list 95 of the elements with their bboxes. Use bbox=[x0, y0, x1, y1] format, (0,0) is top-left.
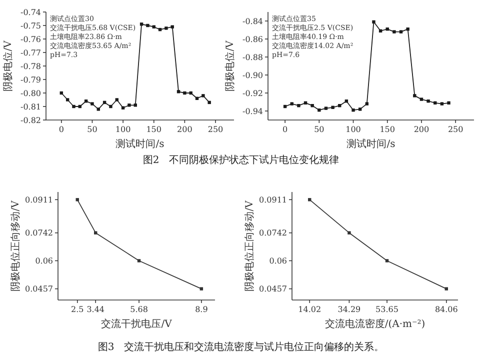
point bbox=[308, 198, 312, 202]
x-tick-label: 84.06 bbox=[434, 305, 458, 314]
point bbox=[324, 106, 328, 110]
y-tick-label: -0.88 bbox=[242, 52, 263, 62]
y-tick-label: -0.82 bbox=[20, 116, 41, 125]
y-tick-label: 0.0742 bbox=[259, 228, 287, 238]
x-axis-title: 交流干扰电压/V bbox=[101, 318, 173, 330]
y-tick-label: -0.90 bbox=[242, 70, 263, 80]
text: 图2 不同阴极保护状态下试片电位变化规律 bbox=[142, 154, 340, 166]
point bbox=[440, 102, 444, 106]
x-tick-label: 250 bbox=[208, 125, 224, 134]
x-tick-label: 8.9 bbox=[195, 305, 208, 314]
x-tick-label: 0 bbox=[58, 125, 64, 134]
point bbox=[176, 90, 180, 94]
point bbox=[358, 108, 362, 111]
y-axis-title: 阴极电位正向移动/V bbox=[9, 200, 22, 292]
y-axis-title: 阴极电位正向移动/V bbox=[243, 200, 256, 292]
text: 图3 交流干扰电压和交流电流密度与试片电位正向偏移的关系。 bbox=[98, 341, 384, 353]
y-tick-label: 0.0911 bbox=[25, 195, 53, 204]
y-axis-title: 阴极电位/V bbox=[224, 40, 236, 92]
x-axis-title: 交流电流密度/(A·m⁻²) bbox=[324, 318, 426, 330]
y-tick-label: 0.0742 bbox=[25, 228, 53, 238]
y-tick-label: -0.75 bbox=[20, 21, 41, 30]
x-tick-label: 34.29 bbox=[338, 305, 361, 314]
point bbox=[164, 26, 168, 30]
point bbox=[290, 102, 294, 106]
x-tick-label: 50 bbox=[314, 125, 324, 134]
y-tick-label: 0.0911 bbox=[259, 195, 287, 204]
point bbox=[128, 104, 131, 107]
point bbox=[297, 104, 300, 108]
x-tick-label: 100 bbox=[115, 125, 131, 134]
x-tick-label: 250 bbox=[448, 125, 464, 134]
x-tick-label: 53.65 bbox=[376, 305, 398, 314]
point bbox=[76, 198, 79, 202]
point bbox=[202, 94, 205, 98]
y-tick-label: -0.84 bbox=[242, 16, 263, 26]
point bbox=[72, 104, 76, 108]
y-tick-label: -0.92 bbox=[242, 88, 263, 98]
x-axis-title: 测试时间/s bbox=[346, 138, 396, 150]
line-series bbox=[308, 198, 448, 290]
y-tick-label: 0.0457 bbox=[25, 284, 53, 294]
point bbox=[66, 98, 70, 102]
point bbox=[426, 100, 430, 103]
y-tick-label: -0.77 bbox=[20, 48, 41, 58]
point bbox=[399, 30, 403, 34]
point bbox=[444, 287, 448, 290]
point bbox=[447, 101, 450, 104]
x-tick-label: 150 bbox=[146, 125, 162, 134]
x-tick-label: 5.68 bbox=[130, 305, 148, 314]
x-tick-label: 150 bbox=[380, 125, 396, 134]
point bbox=[137, 259, 141, 262]
point bbox=[365, 102, 369, 106]
point bbox=[310, 104, 314, 108]
point bbox=[413, 94, 416, 98]
point bbox=[140, 22, 144, 26]
y-axis-title: 阴极电位/V bbox=[2, 40, 14, 92]
point bbox=[348, 231, 351, 234]
x-tick-label: 200 bbox=[414, 125, 430, 134]
point bbox=[318, 108, 321, 112]
y-tick-label: 0.0457 bbox=[259, 284, 287, 294]
y-tick-label: -0.76 bbox=[20, 34, 41, 44]
y-tick-label: 0.06 bbox=[35, 256, 53, 266]
point bbox=[331, 106, 334, 109]
point bbox=[94, 231, 98, 234]
point bbox=[115, 98, 118, 102]
x-tick-label: 14.02 bbox=[298, 305, 322, 314]
point bbox=[420, 98, 424, 101]
x-tick-label: 2.5 bbox=[71, 305, 84, 314]
x-axis-title: 测试时间/s bbox=[116, 138, 164, 150]
point bbox=[392, 30, 396, 34]
x-tick-label: 50 bbox=[87, 125, 98, 134]
point bbox=[90, 102, 94, 106]
x-tick-label: 3.44 bbox=[86, 305, 105, 314]
point bbox=[134, 104, 137, 107]
y-tick-label: -0.86 bbox=[242, 34, 263, 44]
point bbox=[109, 104, 112, 108]
y-tick-label: -0.94 bbox=[242, 106, 263, 116]
y-tick-label: -0.74 bbox=[20, 8, 41, 17]
point bbox=[183, 91, 186, 95]
y-tick-label: 0.06 bbox=[269, 256, 287, 266]
point bbox=[352, 108, 355, 112]
y-tick-label: -0.79 bbox=[20, 75, 41, 84]
point bbox=[200, 287, 204, 290]
point bbox=[385, 259, 389, 262]
point bbox=[372, 20, 376, 24]
point bbox=[406, 28, 410, 31]
point bbox=[96, 108, 100, 111]
y-tick-label: -0.80 bbox=[20, 88, 41, 98]
y-tick-label: -0.78 bbox=[20, 62, 41, 71]
point bbox=[208, 100, 211, 104]
point bbox=[146, 24, 150, 28]
x-tick-label: 100 bbox=[346, 125, 361, 134]
x-tick-label: 200 bbox=[177, 125, 192, 134]
x-tick-label: 0 bbox=[282, 125, 288, 134]
y-tick-label: -0.81 bbox=[20, 102, 41, 112]
